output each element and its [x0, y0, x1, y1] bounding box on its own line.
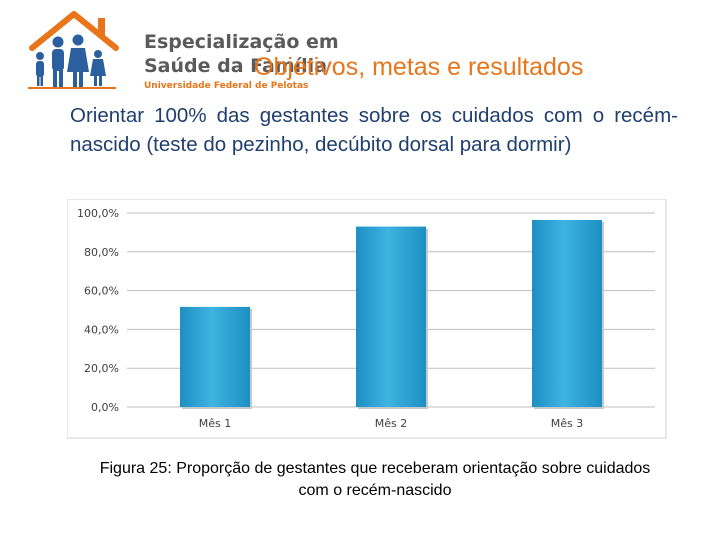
- slide-title: Objetivos, metas e resultados: [254, 53, 584, 81]
- y-tick-label: 40,0%: [84, 323, 119, 336]
- y-tick-label: 100,0%: [77, 207, 119, 220]
- bar-2: [356, 226, 426, 407]
- logo-text-line3: Universidade Federal de Pelotas: [144, 81, 309, 91]
- y-tick-label: 0,0%: [91, 401, 119, 414]
- slide-body-text: Orientar 100% das gestantes sobre os cui…: [70, 104, 678, 156]
- y-tick-label: 20,0%: [84, 362, 119, 375]
- y-tick-label: 80,0%: [84, 246, 119, 259]
- figure-caption: Figura 25: Proporção de gestantes que re…: [99, 460, 651, 499]
- x-tick-label: Mês 1: [199, 417, 231, 430]
- bar-chart-svg: 0,0%20,0%40,0%60,0%80,0%100,0% Mês 1 Mês …: [66, 198, 667, 439]
- bar-chart: 0,0% 20,0% 40,0% 60,0% 80,0% 100,0% Mês 1 Mês …: [66, 198, 667, 439]
- y-axis-tick-labels: 0,0% 20,0% 40,0% 60,0% 80,0% 100,0%: [77, 207, 119, 414]
- x-axis-tick-labels: Mês 1 Mês 2 Mês 3: [199, 417, 583, 430]
- logo-text-line2: Saúde da Família: [144, 55, 328, 77]
- bar-1: [180, 306, 250, 407]
- logo: Especialização em Saúde da Família Unive…: [28, 8, 339, 92]
- chart-bars: [180, 219, 604, 409]
- x-tick-label: Mês 3: [551, 417, 583, 430]
- x-tick-label: Mês 2: [375, 417, 407, 430]
- bar-3: [532, 219, 602, 407]
- y-tick-label: 60,0%: [84, 285, 119, 298]
- logo-text-line1: Especialização em: [144, 31, 339, 53]
- family-house-icon: [28, 11, 119, 89]
